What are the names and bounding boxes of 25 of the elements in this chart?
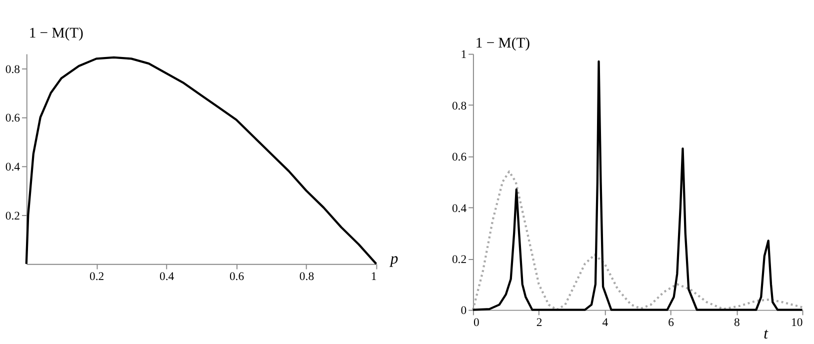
x-tick-label: 6 [668,316,674,329]
x-tick-label: 2 [536,316,542,329]
x-tick-label: 10 [791,316,803,329]
x-tick-label: 0 [473,316,480,329]
y-tick-label: 0.4 [5,160,20,174]
x-tick-label: 0.6 [229,270,244,284]
y-axis-title: 1 − M(T) [28,26,84,42]
y-tick-label: 0.6 [452,150,467,164]
x-tick-label: 0.4 [159,270,174,284]
x-tick-label: 1 [370,270,377,284]
y-tick-label: 0.8 [452,99,467,112]
y-tick-label: 0.2 [452,253,467,266]
y-tick-label: 1 [460,48,467,62]
y-tick-label: 0.6 [5,112,20,125]
y-axis-title: 1 − M(T) [475,35,530,52]
y-tick-label: 0 [460,304,467,318]
y-tick-label: 0.4 [452,202,467,215]
x-tick-label: 8 [734,316,740,329]
y-tick-label: 0.2 [5,209,20,222]
y-tick-label: 0.8 [5,62,20,76]
x-tick-label: 4 [602,316,608,329]
x-axis-title: t [764,326,769,343]
x-tick-label: 0.2 [90,270,104,284]
x-tick-label: 0.8 [299,270,314,284]
x-axis-title: p [389,250,398,268]
